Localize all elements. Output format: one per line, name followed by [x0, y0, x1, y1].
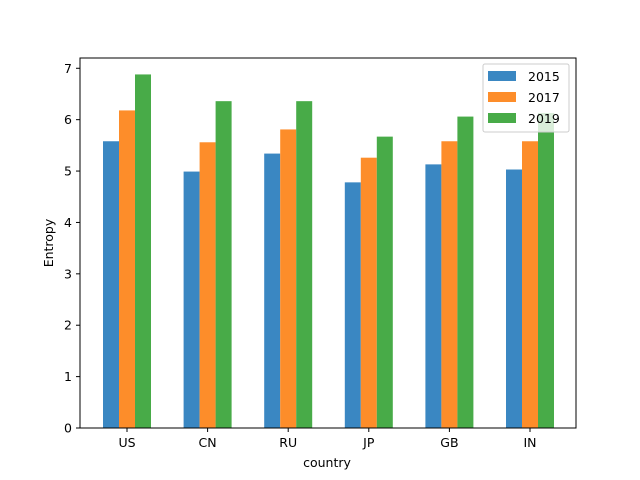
bar-2015-US: [103, 141, 119, 428]
x-tick-label: CN: [199, 435, 217, 450]
bar-2017-US: [119, 110, 135, 429]
y-axis-ticks: 0 1 2 3 4 5 6 7: [64, 61, 80, 436]
bar-2017-IN: [522, 141, 538, 428]
x-tick-label: IN: [523, 435, 536, 450]
legend-swatch-2015: [488, 71, 516, 81]
x-axis-label: country: [303, 455, 351, 470]
y-tick-label: 3: [64, 266, 72, 281]
bar-2017-JP: [360, 157, 377, 428]
bar-2019-CN: [215, 101, 232, 429]
x-tick-label: GB: [440, 435, 458, 450]
legend: 2015 2017 2019: [482, 63, 570, 133]
y-axis-label: Entropy: [41, 218, 56, 267]
bar-2015-RU: [264, 153, 281, 428]
legend-swatch-2019: [488, 113, 516, 123]
y-tick-label: 7: [64, 61, 72, 76]
bar-2015-IN: [506, 169, 522, 428]
legend-label-2017: 2017: [528, 90, 560, 105]
legend-label-2015: 2015: [528, 69, 560, 84]
y-tick-label: 4: [64, 215, 72, 230]
x-axis-ticks: US CN RU JP GB IN: [118, 428, 537, 450]
plot-frame: [79, 57, 577, 429]
y-tick-label: 6: [64, 112, 72, 127]
y-tick-label: 2: [64, 318, 72, 333]
bar-2019-JP: [376, 136, 393, 429]
x-tick-label: RU: [279, 435, 297, 450]
y-tick-label: 5: [64, 164, 72, 179]
bar-2019-GB: [457, 116, 474, 428]
x-tick-label: US: [118, 435, 135, 450]
x-tick-label: JP: [362, 435, 375, 450]
bar-2019-IN: [538, 112, 554, 429]
bar-2017-CN: [199, 142, 216, 428]
y-tick-label: 0: [64, 421, 72, 436]
bar-2017-GB: [441, 141, 458, 428]
bar-2019-US: [135, 74, 151, 428]
y-tick-label: 1: [64, 369, 72, 384]
bar-2017-RU: [280, 129, 297, 428]
bars-group: [103, 74, 554, 429]
bar-2015-GB: [425, 164, 442, 429]
bar-2015-CN: [183, 171, 200, 428]
legend-label-2019: 2019: [528, 111, 560, 126]
bar-2019-RU: [296, 101, 313, 429]
bar-2015-JP: [344, 182, 361, 428]
legend-swatch-2017: [488, 92, 516, 102]
